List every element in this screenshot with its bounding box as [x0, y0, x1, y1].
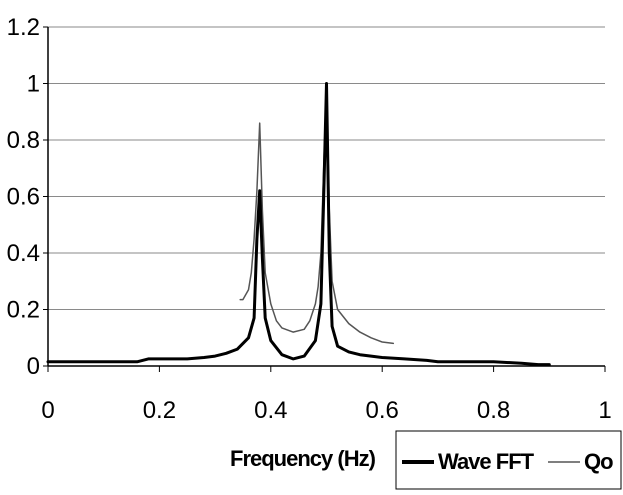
- x-tick-label: 1: [598, 397, 611, 424]
- series-line-wave-fft: [46, 82, 551, 367]
- y-tick-label: 0.6: [7, 184, 40, 211]
- y-tick-label: 1: [27, 71, 40, 98]
- tick-layer: 0 0.2 0.4 0.6 0.8 1 1.2 0 0.2 0.4 0.6 0.8 1: [7, 14, 612, 424]
- y-tick-label: 1.2: [7, 14, 40, 41]
- y-tick-label: 0.8: [7, 127, 40, 154]
- y-tick-label: 0.2: [7, 297, 40, 324]
- axes-layer: [43, 26, 606, 372]
- x-axis-label: Frequency (Hz): [230, 446, 376, 471]
- y-tick-label: 0.4: [7, 240, 40, 267]
- y-tick-label: 0: [27, 353, 40, 380]
- legend-label-qo: Qo: [584, 449, 613, 474]
- legend: Wave FFT Qo: [395, 430, 622, 490]
- series-line-qo: [239, 82, 395, 345]
- x-tick-label: 0.4: [254, 397, 287, 424]
- x-tick-label: 0.6: [366, 397, 399, 424]
- series-layer: [46, 82, 551, 367]
- x-tick-label: 0.2: [143, 397, 176, 424]
- x-tick-label: 0.8: [477, 397, 510, 424]
- legend-label-wave-fft: Wave FFT: [438, 449, 535, 474]
- x-tick-label: 0: [41, 397, 54, 424]
